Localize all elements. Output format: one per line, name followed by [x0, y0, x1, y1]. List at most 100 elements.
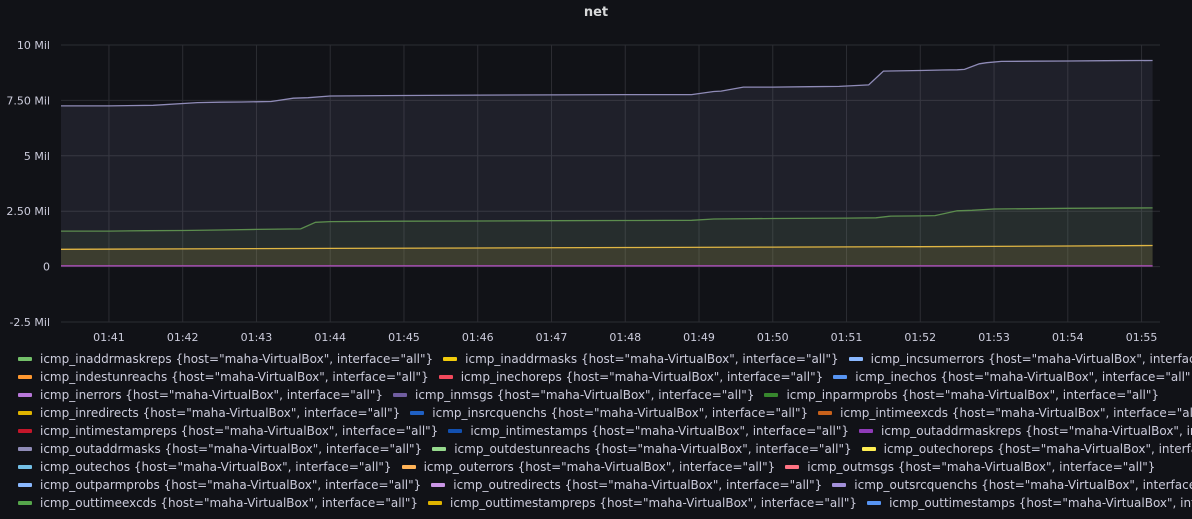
x-tick-label: 01:49: [683, 331, 715, 344]
legend-item[interactable]: icmp_outechos {host="maha-VirtualBox", i…: [18, 458, 392, 476]
legend-item[interactable]: icmp_intimeexcds {host="maha-VirtualBox"…: [818, 404, 1192, 422]
legend-row: icmp_inaddrmaskreps {host="maha-VirtualB…: [18, 350, 1192, 368]
legend-swatch: [785, 465, 800, 469]
legend-item[interactable]: icmp_outtimestampreps {host="maha-Virtua…: [428, 494, 857, 512]
series-area-1: [61, 207, 1153, 267]
legend-label: icmp_outtimestamps {host="maha-VirtualBo…: [889, 496, 1192, 510]
legend-row: icmp_intimestampreps {host="maha-Virtual…: [18, 422, 1192, 440]
x-tick-label: 01:42: [167, 331, 199, 344]
legend-item[interactable]: icmp_intimestamps {host="maha-VirtualBox…: [448, 422, 849, 440]
legend-row: icmp_outtimeexcds {host="maha-VirtualBox…: [18, 494, 1192, 512]
x-tick-label: 01:55: [1126, 331, 1158, 344]
legend-label: icmp_outsrcquenchs {host="maha-VirtualBo…: [854, 478, 1192, 492]
legend-label: icmp_outmsgs {host="maha-VirtualBox", in…: [807, 460, 1156, 474]
legend-label: icmp_intimeexcds {host="maha-VirtualBox"…: [840, 406, 1192, 420]
legend-label: icmp_indestunreachs {host="maha-VirtualB…: [40, 370, 429, 384]
legend-label: icmp_outdestunreachs {host="maha-Virtual…: [454, 442, 852, 456]
legend-item[interactable]: icmp_insrcquenchs {host="maha-VirtualBox…: [410, 404, 808, 422]
legend-item[interactable]: icmp_outechoreps {host="maha-VirtualBox"…: [861, 440, 1192, 458]
legend-item[interactable]: icmp_inechoreps {host="maha-VirtualBox",…: [438, 368, 823, 386]
x-tick-label: 01:46: [462, 331, 494, 344]
legend-item[interactable]: icmp_inerrors {host="maha-VirtualBox", i…: [18, 386, 383, 404]
y-tick-label: 0: [43, 261, 50, 274]
legend-swatch: [410, 411, 425, 415]
series-area-2: [61, 245, 1153, 267]
legend-item[interactable]: icmp_outtimestamps {host="maha-VirtualBo…: [867, 494, 1192, 512]
legend-item[interactable]: icmp_inaddrmaskreps {host="maha-VirtualB…: [18, 350, 433, 368]
legend-item[interactable]: icmp_inaddrmasks {host="maha-VirtualBox"…: [443, 350, 839, 368]
legend-label: icmp_inerrors {host="maha-VirtualBox", i…: [40, 388, 383, 402]
legend-swatch: [438, 375, 453, 379]
legend-item[interactable]: icmp_intimestampreps {host="maha-Virtual…: [18, 422, 438, 440]
legend-swatch: [428, 501, 443, 505]
x-tick-label: 01:50: [757, 331, 789, 344]
x-tick-label: 01:43: [241, 331, 273, 344]
legend-swatch: [764, 393, 779, 397]
series-line-0: [61, 59, 1153, 107]
legend-swatch: [392, 393, 407, 397]
chart-legend: icmp_inaddrmaskreps {host="maha-VirtualB…: [18, 350, 1192, 512]
x-tick-label: 01:45: [388, 331, 420, 344]
legend-item[interactable]: icmp_indestunreachs {host="maha-VirtualB…: [18, 368, 429, 386]
legend-row: icmp_inerrors {host="maha-VirtualBox", i…: [18, 386, 1188, 404]
x-tick-label: 01:54: [1052, 331, 1084, 344]
legend-swatch: [832, 483, 847, 487]
legend-item[interactable]: icmp_inredirects {host="maha-VirtualBox"…: [18, 404, 400, 422]
y-tick-label: 10 Mil: [17, 39, 50, 52]
x-tick-label: 01:52: [904, 331, 936, 344]
legend-label: icmp_inaddrmaskreps {host="maha-VirtualB…: [40, 352, 434, 366]
legend-item[interactable]: icmp_incsumerrors {host="maha-VirtualBox…: [848, 350, 1192, 368]
legend-swatch: [18, 501, 32, 505]
legend-row: icmp_outparmprobs {host="maha-VirtualBox…: [18, 476, 1192, 494]
legend-row: icmp_outaddrmasks {host="maha-VirtualBox…: [18, 440, 1192, 458]
legend-item[interactable]: icmp_outtimeexcds {host="maha-VirtualBox…: [18, 494, 418, 512]
legend-item[interactable]: icmp_inparmprobs {host="maha-VirtualBox"…: [764, 386, 1159, 404]
legend-label: icmp_inredirects {host="maha-VirtualBox"…: [40, 406, 401, 420]
legend-swatch: [432, 447, 447, 451]
x-tick-label: 01:47: [536, 331, 568, 344]
legend-swatch: [18, 375, 32, 379]
legend-swatch: [431, 483, 446, 487]
legend-item[interactable]: icmp_outredirects {host="maha-VirtualBox…: [431, 476, 822, 494]
series-line-1: [61, 207, 1153, 232]
legend-label: icmp_outparmprobs {host="maha-VirtualBox…: [40, 478, 422, 492]
legend-label: icmp_inparmprobs {host="maha-VirtualBox"…: [786, 388, 1160, 402]
legend-item[interactable]: icmp_outerrors {host="maha-VirtualBox", …: [401, 458, 776, 476]
legend-swatch: [443, 357, 458, 361]
legend-label: icmp_outtimestampreps {host="maha-Virtua…: [450, 496, 858, 510]
legend-item[interactable]: icmp_outsrcquenchs {host="maha-VirtualBo…: [832, 476, 1192, 494]
legend-row: icmp_inredirects {host="maha-VirtualBox"…: [18, 404, 1192, 422]
legend-item[interactable]: icmp_outaddrmaskreps {host="maha-Virtual…: [858, 422, 1192, 440]
legend-item[interactable]: icmp_outmsgs {host="maha-VirtualBox", in…: [785, 458, 1155, 476]
legend-label: icmp_incsumerrors {host="maha-VirtualBox…: [870, 352, 1192, 366]
legend-item[interactable]: icmp_outdestunreachs {host="maha-Virtual…: [432, 440, 852, 458]
legend-label: icmp_outechoreps {host="maha-VirtualBox"…: [883, 442, 1192, 456]
legend-swatch: [18, 429, 32, 433]
legend-label: icmp_outaddrmaskreps {host="maha-Virtual…: [880, 424, 1192, 438]
legend-label: icmp_outredirects {host="maha-VirtualBox…: [453, 478, 823, 492]
series-line-2: [60, 244, 1153, 250]
chart-plot[interactable]: 10 Mil 7.50 Mil 5 Mil 2.50 Mil 0 -2.5 Mil 01:4…: [0, 0, 1192, 345]
legend-label: icmp_outaddrmasks {host="maha-VirtualBox…: [40, 442, 423, 456]
legend-row: icmp_indestunreachs {host="maha-VirtualB…: [18, 368, 1192, 386]
legend-label: icmp_intimestamps {host="maha-VirtualBox…: [470, 424, 849, 438]
legend-item[interactable]: icmp_inechos {host="maha-VirtualBox", in…: [833, 368, 1192, 386]
legend-label: icmp_insrcquenchs {host="maha-VirtualBox…: [432, 406, 809, 420]
panel-title[interactable]: net: [583, 5, 609, 20]
legend-item[interactable]: icmp_outaddrmasks {host="maha-VirtualBox…: [18, 440, 422, 458]
legend-swatch: [858, 429, 873, 433]
series-area-0: [61, 60, 1153, 267]
legend-label: icmp_inmsgs {host="maha-VirtualBox", int…: [414, 388, 755, 402]
x-tick-label: 01:48: [609, 331, 641, 344]
legend-item[interactable]: icmp_inmsgs {host="maha-VirtualBox", int…: [392, 386, 755, 404]
legend-row: icmp_outechos {host="maha-VirtualBox", i…: [18, 458, 1188, 476]
legend-label: icmp_outerrors {host="maha-VirtualBox", …: [423, 460, 776, 474]
legend-swatch: [18, 465, 32, 469]
legend-swatch: [401, 465, 416, 469]
y-tick-label: -2.5 Mil: [9, 316, 50, 329]
legend-item[interactable]: icmp_outparmprobs {host="maha-VirtualBox…: [18, 476, 421, 494]
legend-swatch: [848, 357, 863, 361]
legend-label: icmp_outtimeexcds {host="maha-VirtualBox…: [40, 496, 419, 510]
legend-swatch: [18, 393, 32, 397]
